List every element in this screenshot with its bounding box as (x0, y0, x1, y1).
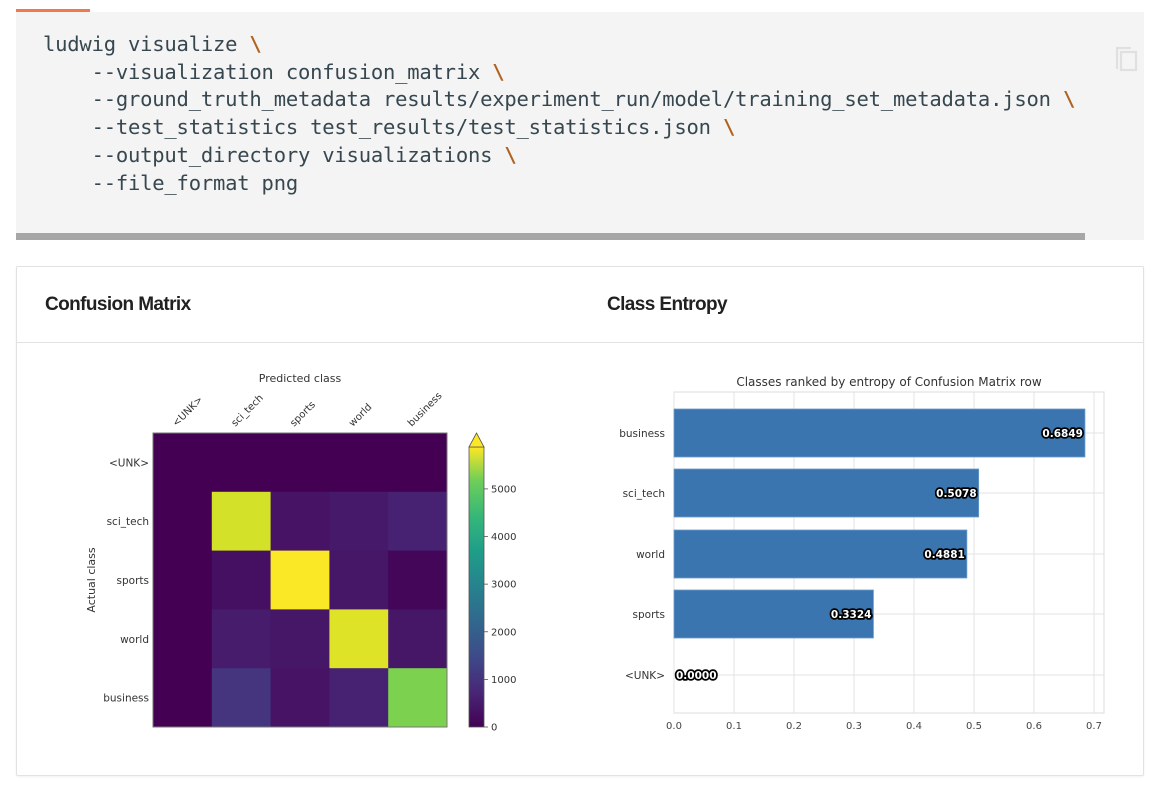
code-line: --output_directory visualizations (43, 142, 505, 167)
cm-cell (270, 433, 330, 493)
cm-cell (270, 609, 330, 669)
cm-cell (211, 609, 272, 669)
cm-cell (153, 668, 213, 728)
cm-cell (329, 491, 389, 552)
cm-cell (329, 550, 389, 610)
cm-x-tick: sci_tech (230, 393, 266, 429)
colorbar-tick: 5000 (491, 484, 516, 495)
colorbar-tick: 2000 (491, 627, 516, 638)
cm-cell (388, 668, 448, 728)
colorbar-tick: 1000 (491, 675, 516, 686)
cm-y-tick: sports (117, 575, 149, 587)
actual-class-label: Actual class (85, 547, 98, 613)
cm-y-tick: sci_tech (107, 516, 149, 528)
line-continuation: \ (249, 32, 262, 56)
colorbar: 0 1000 2000 3000 4000 5000 (468, 432, 516, 734)
cm-cell (329, 433, 389, 493)
cm-cells (153, 433, 448, 728)
cm-cell (211, 491, 272, 552)
cm-frame (152, 432, 448, 728)
line-continuation: \ (1062, 87, 1076, 112)
code-content[interactable]: ludwig visualize \ --visualization confu… (43, 31, 1075, 197)
predicted-class-label: Predicted class (259, 372, 342, 385)
cm-cell (153, 491, 213, 552)
code-block: ludwig visualize \ --visualization confu… (16, 12, 1144, 240)
cm-y-tick: world (120, 634, 149, 646)
cm-x-tick: world (347, 402, 374, 429)
cm-y-tick: <UNK> (109, 457, 149, 469)
cm-x-tick: business (406, 391, 445, 430)
copy-icon (1115, 46, 1138, 72)
cm-cell (388, 433, 448, 493)
code-line: ludwig visualize (43, 32, 250, 56)
cm-cell (388, 609, 448, 669)
code-line: --ground_truth_metadata results/experime… (43, 87, 1063, 112)
cm-cell (388, 491, 448, 552)
colorbar-tick: 0 (491, 723, 497, 734)
card-header: Confusion Matrix Class Entropy (17, 267, 1143, 343)
colorbar-tick: 4000 (491, 532, 516, 543)
cm-cell (329, 609, 389, 669)
line-continuation: \ (722, 115, 736, 140)
code-line: --file_format png (43, 170, 299, 195)
line-continuation: \ (504, 142, 517, 167)
cm-cell (270, 491, 330, 552)
cm-cell (270, 668, 330, 728)
class-entropy-title: Class Entropy (607, 294, 728, 315)
code-line: --visualization confusion_matrix (43, 59, 493, 84)
cm-cell (153, 550, 213, 610)
cm-cell (153, 609, 213, 669)
cm-cell (211, 433, 272, 493)
code-horizontal-scrollbar[interactable] (16, 233, 1085, 240)
cm-cell (388, 550, 448, 610)
code-tab-accent (16, 9, 90, 12)
cm-cell (211, 550, 272, 610)
confusion-matrix-title: Confusion Matrix (45, 294, 191, 315)
cm-cell (211, 668, 272, 728)
copy-button[interactable] (1114, 45, 1140, 73)
cm-y-tick: business (103, 693, 149, 705)
cm-x-tick: sports (288, 399, 318, 429)
colorbar-tick: 3000 (491, 580, 516, 591)
cm-cell (153, 433, 213, 493)
cm-x-tick: <UNK> (171, 394, 206, 429)
code-line: --test_statistics test_results/test_stat… (43, 115, 723, 140)
cm-cell (270, 550, 330, 610)
line-continuation: \ (492, 59, 505, 84)
cm-cell (329, 668, 389, 728)
cm-x-tick-labels: <UNK> sci_tech sports world business (171, 391, 445, 430)
